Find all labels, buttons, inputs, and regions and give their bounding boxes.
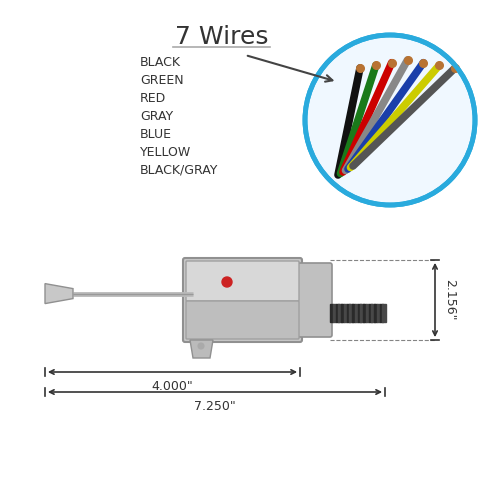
Text: BLACK: BLACK bbox=[140, 56, 181, 69]
FancyBboxPatch shape bbox=[298, 263, 332, 337]
Text: GRAY: GRAY bbox=[140, 109, 173, 122]
Bar bbox=[330, 304, 333, 322]
FancyBboxPatch shape bbox=[186, 301, 299, 339]
Bar bbox=[363, 304, 366, 322]
Bar bbox=[341, 304, 344, 322]
Text: BLACK/GRAY: BLACK/GRAY bbox=[140, 164, 218, 177]
Bar bbox=[380, 304, 383, 322]
Bar bbox=[366, 304, 369, 322]
Bar bbox=[352, 304, 355, 322]
Polygon shape bbox=[190, 340, 213, 358]
Bar bbox=[368, 304, 372, 322]
Bar bbox=[336, 304, 339, 322]
Text: 7 Wires: 7 Wires bbox=[175, 25, 268, 49]
Text: 2.156": 2.156" bbox=[444, 279, 456, 321]
Bar bbox=[355, 304, 358, 322]
Circle shape bbox=[222, 277, 232, 287]
Bar bbox=[374, 304, 378, 322]
FancyBboxPatch shape bbox=[183, 258, 302, 342]
Text: YELLOW: YELLOW bbox=[140, 145, 191, 158]
Text: BLUE: BLUE bbox=[140, 128, 172, 141]
Bar bbox=[338, 304, 342, 322]
Bar bbox=[346, 304, 350, 322]
Bar bbox=[349, 304, 352, 322]
Circle shape bbox=[305, 35, 475, 205]
Circle shape bbox=[198, 343, 204, 349]
Bar bbox=[358, 304, 361, 322]
Bar bbox=[344, 304, 347, 322]
Bar bbox=[333, 304, 336, 322]
Polygon shape bbox=[45, 284, 73, 304]
FancyBboxPatch shape bbox=[186, 261, 299, 301]
Bar bbox=[382, 304, 386, 322]
Text: 7.250": 7.250" bbox=[194, 400, 236, 413]
Bar bbox=[377, 304, 380, 322]
Text: RED: RED bbox=[140, 92, 166, 105]
Bar bbox=[360, 304, 364, 322]
Text: GREEN: GREEN bbox=[140, 73, 184, 86]
Text: 4.000": 4.000" bbox=[152, 380, 194, 393]
Bar bbox=[371, 304, 374, 322]
